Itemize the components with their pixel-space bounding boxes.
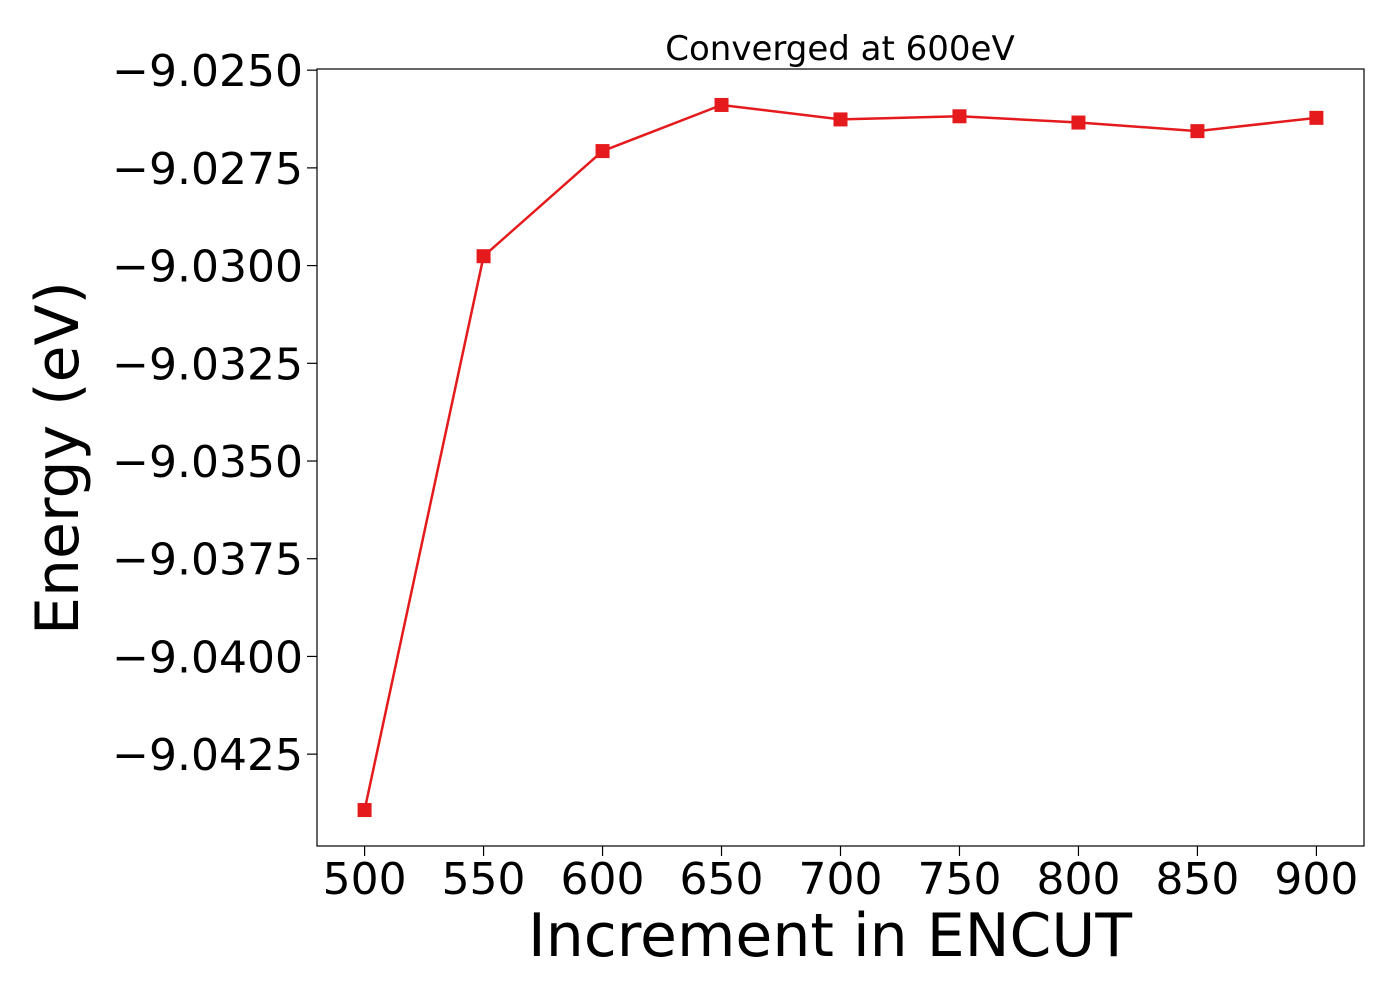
y-tick-label: −9.0400 [112,632,303,683]
y-tick-label: −9.0425 [112,730,303,781]
y-tick-label: −9.0325 [112,339,303,390]
plot-frame [316,68,1365,847]
y-axis-ticks: −9.0425 −9.0400 −9.0375 −9.0350 −9.0325 −9.03… [112,46,317,781]
y-tick-label: −9.0375 [112,535,303,586]
x-tick-label: 750 [917,854,1001,905]
x-tick-label: 650 [680,854,764,905]
data-point [595,144,610,159]
x-axis-ticks: 500 550 600 650 700 750 800 850 900 [323,846,1358,905]
x-axis-title: Increment in ENCUT [528,901,1132,971]
series-layer [357,97,1324,818]
y-tick-label: −9.0250 [112,46,303,97]
x-tick-label: 600 [561,854,645,905]
y-tick-label: −9.0350 [112,437,303,488]
data-point [1309,110,1324,125]
chart-title: Converged at 600eV [665,29,1014,69]
x-tick-label: 550 [442,854,526,905]
x-tick-label: 800 [1036,854,1120,905]
data-point [1190,124,1205,139]
data-point [476,249,491,264]
x-tick-label: 500 [323,854,407,905]
data-point [357,803,372,818]
x-tick-label: 900 [1274,854,1358,905]
y-axis-title: Energy (eV) [23,281,93,635]
data-point [1071,115,1086,130]
y-tick-label: −9.0275 [112,144,303,195]
x-tick-label: 850 [1155,854,1239,905]
data-point [952,109,967,124]
data-point [833,112,848,127]
data-point [714,97,729,112]
y-tick-label: −9.0300 [112,242,303,293]
x-tick-label: 700 [799,854,883,905]
series-line [363,103,1317,811]
